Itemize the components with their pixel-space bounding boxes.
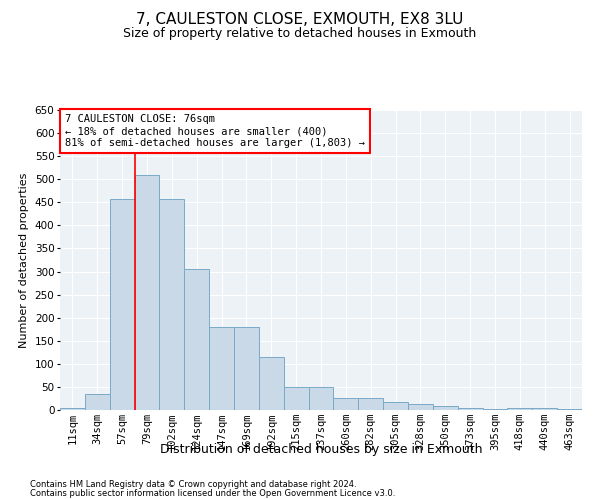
- Bar: [482, 409, 508, 410]
- Text: 7, CAULESTON CLOSE, EXMOUTH, EX8 3LU: 7, CAULESTON CLOSE, EXMOUTH, EX8 3LU: [136, 12, 464, 28]
- Bar: [408, 404, 433, 410]
- Bar: [209, 327, 234, 410]
- Bar: [334, 398, 358, 410]
- Text: 7 CAULESTON CLOSE: 76sqm
← 18% of detached houses are smaller (400)
81% of semi-: 7 CAULESTON CLOSE: 76sqm ← 18% of detach…: [65, 114, 365, 148]
- Bar: [557, 409, 582, 410]
- Bar: [160, 199, 184, 410]
- Text: Contains public sector information licensed under the Open Government Licence v3: Contains public sector information licen…: [30, 489, 395, 498]
- Bar: [383, 402, 408, 410]
- Bar: [308, 387, 334, 410]
- Text: Size of property relative to detached houses in Exmouth: Size of property relative to detached ho…: [124, 28, 476, 40]
- Bar: [358, 398, 383, 410]
- Bar: [458, 408, 482, 410]
- Bar: [532, 408, 557, 410]
- Bar: [60, 408, 85, 410]
- Text: Distribution of detached houses by size in Exmouth: Distribution of detached houses by size …: [160, 442, 482, 456]
- Bar: [433, 406, 458, 410]
- Bar: [134, 174, 160, 410]
- Bar: [234, 327, 259, 410]
- Bar: [284, 387, 308, 410]
- Bar: [259, 357, 284, 410]
- Y-axis label: Number of detached properties: Number of detached properties: [19, 172, 29, 348]
- Bar: [110, 198, 134, 410]
- Bar: [85, 394, 110, 410]
- Text: Contains HM Land Registry data © Crown copyright and database right 2024.: Contains HM Land Registry data © Crown c…: [30, 480, 356, 489]
- Bar: [508, 408, 532, 410]
- Bar: [184, 269, 209, 410]
